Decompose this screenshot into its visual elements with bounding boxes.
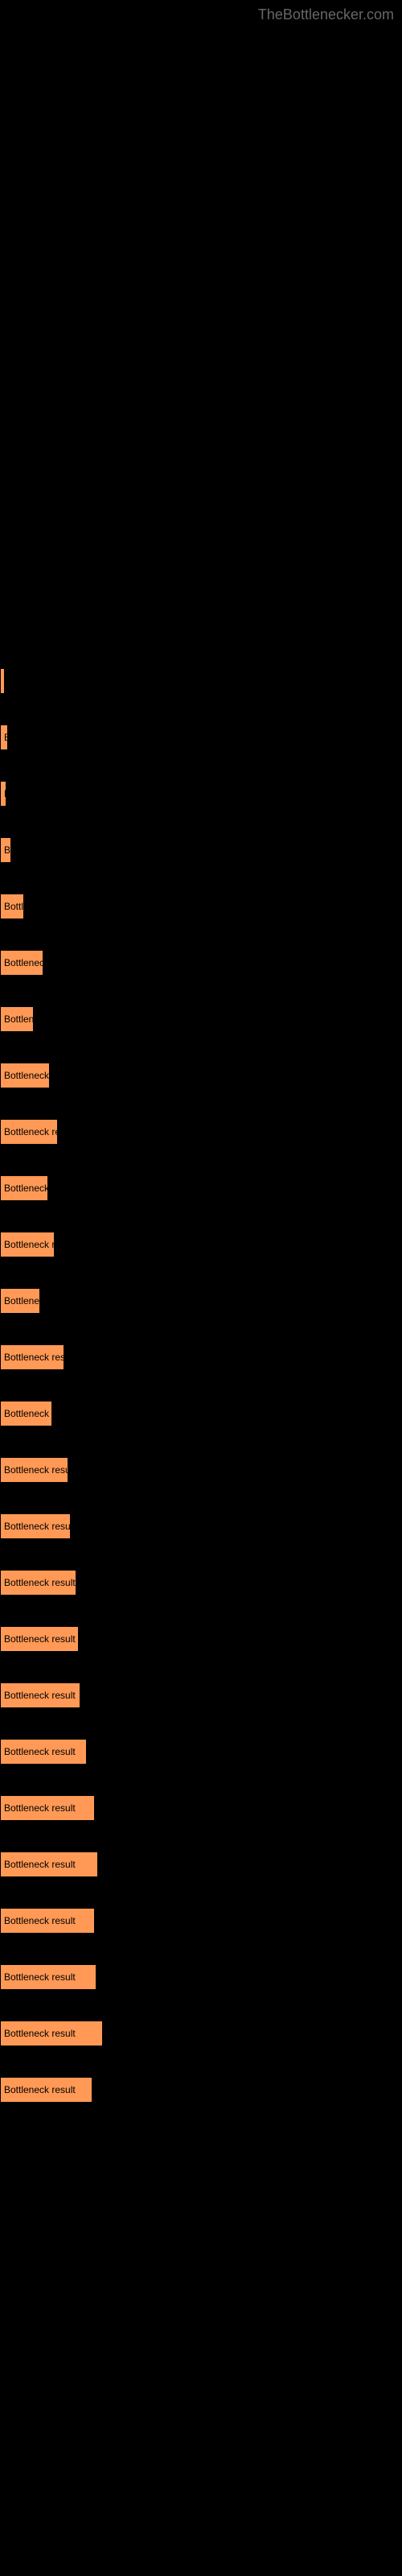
bar-row: B: [0, 781, 402, 807]
bar-row: Bottleneck result: [0, 1570, 402, 1596]
bar-row: Bottleneck result: [0, 1513, 402, 1539]
bar-row: Bottleneck re: [0, 1175, 402, 1201]
bottleneck-bar: Bottleneck re: [0, 1175, 48, 1201]
bottleneck-bar: Bottleneck resu: [0, 1119, 58, 1145]
bar-row: Bottleneck result: [0, 1795, 402, 1821]
bar-row: Bottleneck re: [0, 1063, 402, 1088]
bottleneck-bar: Bottleneck re: [0, 1401, 52, 1426]
bottleneck-bar: Bottleneck result: [0, 2077, 92, 2103]
bar-row: Bottleneck result: [0, 1964, 402, 1990]
bar-row: Bottleneck: [0, 1288, 402, 1314]
bar-row: Bottleneck result: [0, 1739, 402, 1765]
bar-row: Bottleneck result: [0, 1908, 402, 1934]
bottleneck-bar: Bottleneck r: [0, 950, 43, 976]
bottleneck-bar: Bo: [0, 837, 11, 863]
bottleneck-bar: Bottleneck result: [0, 2021, 103, 2046]
bottleneck-bar: Bottleneck result: [0, 1344, 64, 1370]
bottleneck-chart: B B Bo Bottler Bottleneck r Bottlene Bottlenec…: [0, 0, 402, 2103]
bar-row: Bottleneck resu: [0, 1119, 402, 1145]
bar-row: Bottler: [0, 894, 402, 919]
bottleneck-bar: Bottlene: [0, 1006, 34, 1032]
bar-row: Bo: [0, 837, 402, 863]
bar-row: B: [0, 724, 402, 750]
bar-row: Bottlene: [0, 1006, 402, 1032]
bottleneck-bar: Bottleneck result: [0, 1626, 79, 1652]
bottleneck-bar: Bottleneck result: [0, 1852, 98, 1877]
bottleneck-bar: Bottleneck result: [0, 1739, 87, 1765]
bar-row: Bottleneck res: [0, 1232, 402, 1257]
watermark-text: TheBottlenecker.com: [258, 6, 394, 23]
bar-row: Bottleneck result: [0, 1626, 402, 1652]
bottleneck-bar: Bottleneck result: [0, 1964, 96, 1990]
bar-row: Bottleneck result: [0, 1344, 402, 1370]
bottleneck-bar: Bottleneck res: [0, 1232, 55, 1257]
bottleneck-bar: B: [0, 781, 6, 807]
bar-row: Bottleneck r: [0, 950, 402, 976]
bar-row: Bottleneck re: [0, 1401, 402, 1426]
bar-row: Bottleneck result: [0, 1682, 402, 1708]
bar-row: Bottleneck result: [0, 1457, 402, 1483]
bottleneck-bar: Bottleneck result: [0, 1795, 95, 1821]
bottleneck-bar: [0, 668, 5, 694]
bottleneck-bar: Bottleneck result: [0, 1908, 95, 1934]
bottleneck-bar: Bottleneck result: [0, 1682, 80, 1708]
bar-row: [0, 668, 402, 694]
bar-row: Bottleneck result: [0, 2021, 402, 2046]
bar-row: Bottleneck result: [0, 2077, 402, 2103]
bottleneck-bar: Bottler: [0, 894, 24, 919]
bottleneck-bar: Bottleneck result: [0, 1513, 71, 1539]
bottleneck-bar: Bottleneck re: [0, 1063, 50, 1088]
bottleneck-bar: Bottleneck: [0, 1288, 40, 1314]
bar-row: Bottleneck result: [0, 1852, 402, 1877]
bottleneck-bar: Bottleneck result: [0, 1457, 68, 1483]
bottleneck-bar: Bottleneck result: [0, 1570, 76, 1596]
bottleneck-bar: B: [0, 724, 8, 750]
